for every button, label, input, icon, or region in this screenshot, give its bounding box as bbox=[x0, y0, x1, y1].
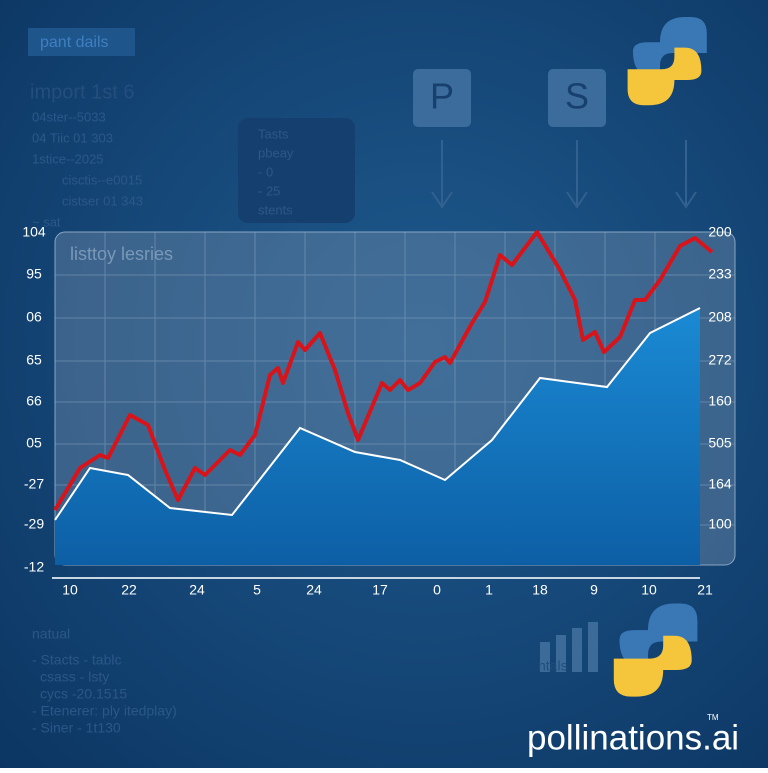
right-tick: 233 bbox=[708, 266, 732, 282]
red-line bbox=[53, 230, 714, 512]
x-label: 5 bbox=[253, 582, 261, 598]
overlay-text: listtoy lesries bbox=[70, 244, 173, 264]
tag-box bbox=[28, 28, 135, 56]
x-label: 0 bbox=[433, 582, 441, 598]
notes-title: natual bbox=[32, 626, 70, 642]
left-tick: 05 bbox=[26, 435, 42, 451]
labels: 1049506656605-27-29-12200233208272160505… bbox=[22, 224, 732, 598]
left-tick: 66 bbox=[26, 393, 42, 409]
right-tick: 160 bbox=[708, 393, 732, 409]
code-line: 1stice--2025 bbox=[32, 151, 104, 166]
x-label: 10 bbox=[62, 582, 78, 598]
x-label: 18 bbox=[532, 582, 548, 598]
x-label: 24 bbox=[306, 582, 322, 598]
x-label: 1 bbox=[485, 582, 493, 598]
icon-box bbox=[548, 69, 606, 127]
badge: ntals bbox=[538, 658, 568, 674]
code-line: cistser 01 343 bbox=[62, 193, 143, 208]
card-line: - 25 bbox=[258, 183, 280, 198]
left-tick: -29 bbox=[24, 516, 44, 532]
code-line: 04 Tiic 01 303 bbox=[32, 130, 113, 145]
icon-box bbox=[413, 69, 471, 127]
area bbox=[55, 308, 700, 565]
left-tick: -12 bbox=[24, 559, 44, 575]
card-line: pbeay bbox=[258, 145, 294, 160]
notes: natual ntals pollinations.ai TM - Stacts… bbox=[32, 603, 739, 757]
card-line: - 0 bbox=[258, 164, 273, 179]
white-line bbox=[54, 307, 701, 521]
tag: pant dails bbox=[40, 34, 109, 51]
left-tick: 65 bbox=[26, 352, 42, 368]
x-label: 10 bbox=[641, 582, 657, 598]
left-tick: 104 bbox=[22, 224, 46, 240]
brand: pollinations.ai bbox=[527, 718, 739, 757]
card bbox=[238, 118, 355, 223]
right-tick: 164 bbox=[708, 476, 732, 492]
right-tick: 200 bbox=[708, 224, 732, 240]
icon-letter: S bbox=[565, 76, 589, 117]
code-panel: pant dails import 1st 6 P S 04ster--5033… bbox=[28, 16, 707, 229]
x-label: 24 bbox=[189, 582, 205, 598]
right-tick: 100 bbox=[708, 516, 732, 532]
code-line: ~ sat bbox=[32, 214, 61, 229]
code-line: cisctis--e0015 bbox=[62, 172, 142, 187]
card-line: Tasts bbox=[258, 126, 289, 141]
brand-mark: TM bbox=[707, 713, 719, 722]
right-tick: 208 bbox=[708, 309, 732, 325]
note-line: csass - lsty bbox=[40, 669, 109, 685]
x-label: 22 bbox=[121, 582, 137, 598]
left-tick: 06 bbox=[26, 309, 42, 325]
code-title: import 1st 6 bbox=[30, 81, 134, 103]
note-line: - Siner - 1t130 bbox=[32, 720, 121, 736]
left-tick: -27 bbox=[24, 476, 44, 492]
code-line: 04ster--5033 bbox=[32, 109, 106, 124]
right-tick: 272 bbox=[708, 352, 732, 368]
icon-letter: P bbox=[430, 76, 454, 117]
note-line: cycs -20.1515 bbox=[40, 686, 127, 702]
arrows bbox=[431, 140, 697, 209]
card-line: stents bbox=[258, 202, 293, 217]
x-label: 17 bbox=[372, 582, 388, 598]
bars-icon bbox=[540, 622, 598, 672]
left-tick: 95 bbox=[26, 266, 42, 282]
x-label: 21 bbox=[697, 582, 713, 598]
note-line: - Stacts - tablc bbox=[32, 652, 121, 668]
note-line: - Etenerer: ply itedplay) bbox=[32, 703, 177, 719]
x-label: 9 bbox=[590, 582, 598, 598]
right-tick: 505 bbox=[708, 435, 732, 451]
